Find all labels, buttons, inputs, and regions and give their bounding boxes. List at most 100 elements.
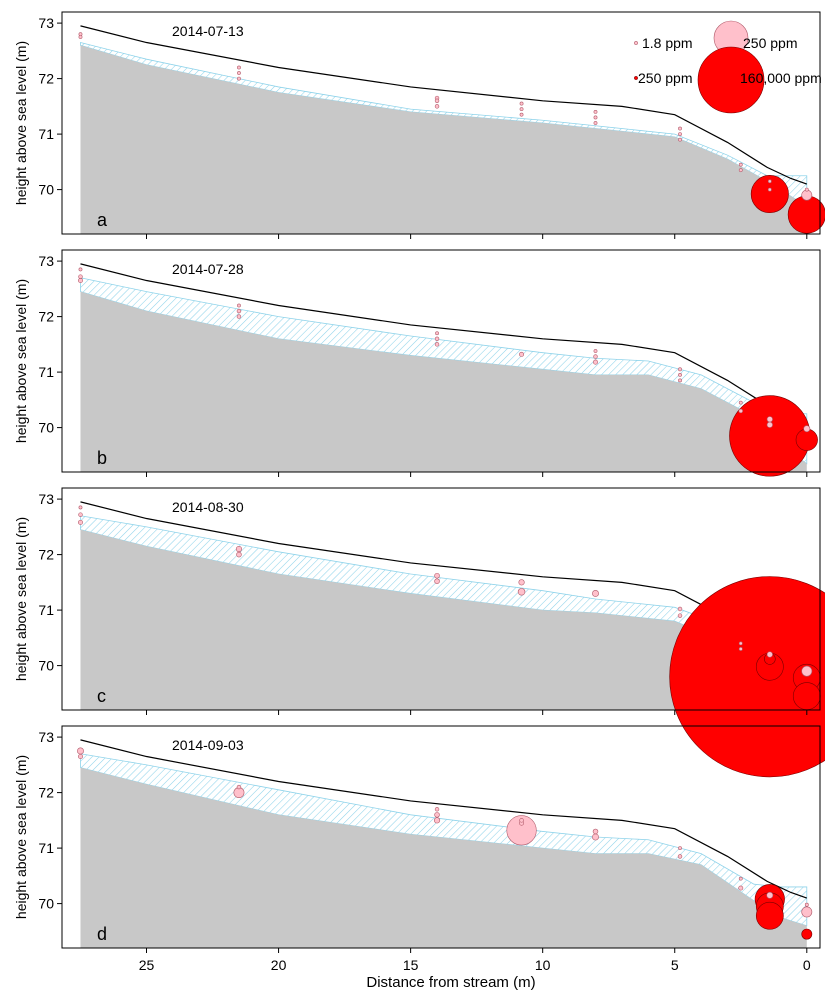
y-axis-label: height above sea level (m) bbox=[13, 279, 29, 443]
data-point bbox=[669, 576, 825, 778]
data-point bbox=[434, 807, 440, 812]
data-point bbox=[78, 35, 83, 39]
x-tick-label: 5 bbox=[671, 957, 679, 973]
ground-region bbox=[80, 529, 807, 710]
y-tick-label: 70 bbox=[38, 896, 54, 912]
panel-c: 70 71 72 73 height above sea level (m) 2014-0… bbox=[13, 487, 825, 778]
data-point bbox=[804, 902, 809, 907]
data-point bbox=[519, 112, 524, 117]
data-point bbox=[592, 590, 599, 597]
data-point bbox=[738, 408, 743, 414]
data-point bbox=[738, 641, 743, 646]
data-point bbox=[519, 101, 524, 106]
legend-label: 250 ppm bbox=[638, 70, 692, 86]
panel-letter: a bbox=[97, 210, 108, 230]
data-point bbox=[434, 812, 440, 818]
data-point bbox=[235, 545, 243, 553]
data-point bbox=[767, 187, 772, 192]
panel-d: 70 71 72 73 25 20 15 10 5 0 height above sea level… bbox=[13, 725, 821, 973]
panels: 70 71 72 73 height above sea level (m) 2014-0… bbox=[13, 11, 825, 973]
data-point bbox=[519, 107, 524, 112]
y-tick-label: 73 bbox=[38, 253, 54, 269]
data-point bbox=[766, 651, 773, 658]
data-point bbox=[801, 189, 813, 201]
y-tick-label: 72 bbox=[38, 309, 54, 325]
y-axis-label: height above sea level (m) bbox=[13, 41, 29, 205]
ground-region bbox=[80, 767, 807, 948]
data-point bbox=[78, 512, 83, 517]
data-point bbox=[237, 303, 241, 308]
surface-line bbox=[80, 25, 807, 185]
data-point bbox=[77, 747, 84, 755]
data-point bbox=[678, 372, 682, 377]
data-point bbox=[678, 132, 682, 137]
x-tick-label: 0 bbox=[803, 957, 811, 973]
data-point bbox=[78, 267, 83, 272]
legend-marker bbox=[697, 46, 765, 114]
legend-label: 160,000 ppm bbox=[740, 70, 822, 86]
data-point bbox=[792, 682, 821, 710]
y-tick-label: 71 bbox=[38, 840, 54, 856]
data-point bbox=[738, 876, 743, 881]
data-point bbox=[801, 906, 813, 918]
x-axis-label: Distance from stream (m) bbox=[366, 974, 535, 991]
data-point bbox=[435, 331, 439, 336]
panel-date: 2014-07-28 bbox=[172, 261, 244, 277]
x-tick-label: 25 bbox=[139, 957, 155, 973]
y-tick-label: 70 bbox=[38, 658, 54, 674]
data-point bbox=[677, 606, 683, 612]
data-point bbox=[677, 613, 683, 618]
data-point bbox=[434, 98, 440, 104]
data-point bbox=[804, 187, 809, 192]
y-tick-label: 73 bbox=[38, 491, 54, 507]
y-tick-label: 73 bbox=[38, 15, 54, 31]
y-tick-label: 70 bbox=[38, 182, 54, 198]
data-point bbox=[236, 784, 242, 790]
data-point bbox=[678, 137, 682, 142]
data-point bbox=[237, 76, 241, 81]
data-point bbox=[593, 110, 598, 114]
data-point bbox=[434, 336, 440, 342]
data-point bbox=[519, 351, 525, 357]
data-point bbox=[766, 421, 773, 428]
y-tick-label: 71 bbox=[38, 364, 54, 380]
data-point bbox=[738, 647, 743, 651]
data-point bbox=[593, 349, 598, 353]
data-point bbox=[767, 179, 772, 184]
data-point bbox=[677, 854, 683, 859]
x-tick-label: 10 bbox=[535, 957, 551, 973]
x-tick-label: 20 bbox=[271, 957, 287, 973]
data-point bbox=[237, 71, 241, 75]
y-axis-label: height above sea level (m) bbox=[13, 517, 29, 681]
legend: 1.8 ppm 250 ppm 250 ppm 160,000 ppm bbox=[634, 20, 822, 114]
y-tick-label: 71 bbox=[38, 126, 54, 142]
data-point bbox=[803, 425, 811, 433]
data-point bbox=[519, 818, 524, 823]
data-point bbox=[592, 833, 599, 841]
data-point bbox=[434, 578, 440, 584]
y-tick-label: 72 bbox=[38, 547, 54, 563]
y-tick-label: 71 bbox=[38, 602, 54, 618]
y-tick-label: 72 bbox=[38, 785, 54, 801]
legend-marker bbox=[634, 41, 638, 45]
data-point bbox=[78, 278, 83, 283]
data-point bbox=[78, 505, 83, 510]
y-tick-label: 73 bbox=[38, 729, 54, 745]
data-point bbox=[795, 428, 818, 451]
data-point bbox=[78, 274, 83, 279]
data-point bbox=[236, 308, 242, 314]
data-point bbox=[434, 104, 440, 109]
data-point bbox=[592, 828, 599, 835]
panel-letter: c bbox=[97, 686, 106, 706]
data-point bbox=[755, 901, 784, 930]
legend-marker bbox=[634, 76, 638, 80]
panel-frame bbox=[61, 249, 821, 473]
panel-date: 2014-08-30 bbox=[172, 499, 244, 515]
data-point bbox=[738, 162, 743, 167]
data-point bbox=[750, 175, 789, 214]
ground-region bbox=[80, 45, 807, 234]
data-point bbox=[593, 354, 598, 359]
data-point bbox=[517, 588, 526, 596]
data-point bbox=[678, 367, 682, 372]
panel-b: 70 71 72 73 height above sea level (m) 2014-0… bbox=[13, 249, 821, 477]
